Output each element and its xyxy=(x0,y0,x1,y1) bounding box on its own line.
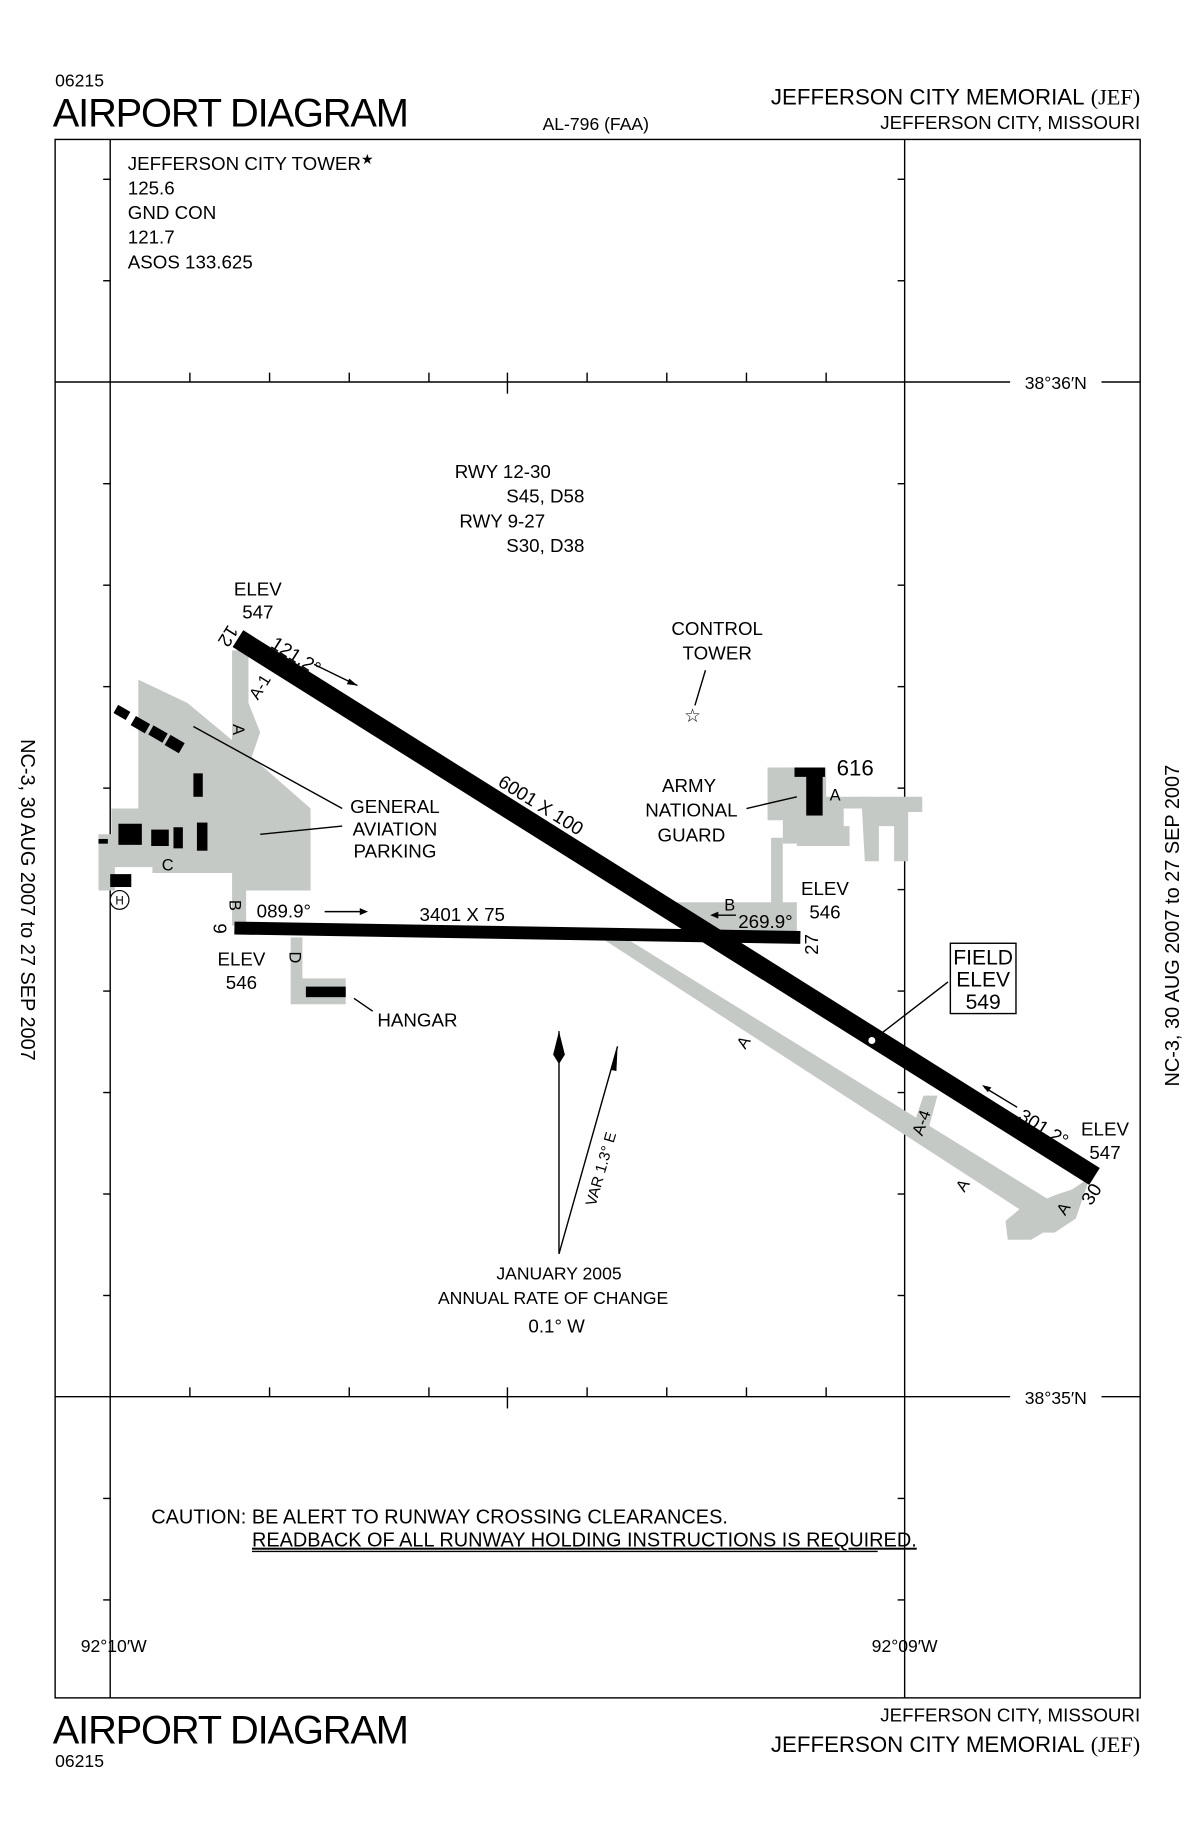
svg-text:S30, D38: S30, D38 xyxy=(506,535,584,556)
grid-ticks xyxy=(103,178,905,1601)
svg-text:H: H xyxy=(115,895,123,908)
svg-text:GUARD: GUARD xyxy=(658,824,726,845)
svg-text:ELEV: ELEV xyxy=(1081,1118,1129,1139)
chart-frame xyxy=(54,138,1141,1699)
svg-text:ELEV: ELEV xyxy=(217,949,265,970)
svg-text:AIRPORT DIAGRAM: AIRPORT DIAGRAM xyxy=(53,1709,408,1753)
svg-text:C: C xyxy=(162,857,174,875)
svg-text:0.1° W: 0.1° W xyxy=(528,1315,585,1336)
svg-text:549: 549 xyxy=(966,991,1001,1014)
svg-text:FIELD: FIELD xyxy=(953,946,1013,969)
svg-text:A: A xyxy=(953,1176,974,1195)
runway-strength: RWY 12-30 S45, D58 RWY 9-27 S30, D38 xyxy=(455,461,585,556)
svg-text:HANGAR: HANGAR xyxy=(377,1009,457,1030)
svg-text:JANUARY 2005: JANUARY 2005 xyxy=(496,1264,622,1284)
taxiways xyxy=(98,650,1090,1240)
control-tower-icon: ☆ xyxy=(684,705,701,726)
obstacle-height: 616 xyxy=(837,756,874,781)
caution-line-1: CAUTION: BE ALERT TO RUNWAY CROSSING CLE… xyxy=(151,1506,728,1528)
ga-apron xyxy=(111,679,311,926)
svg-text:S45, D58: S45, D58 xyxy=(506,486,584,507)
svg-text:B: B xyxy=(226,900,244,911)
svg-text:GENERAL: GENERAL xyxy=(350,796,440,817)
svg-text:269.9°: 269.9° xyxy=(738,911,792,932)
svg-text:089.9°: 089.9° xyxy=(257,900,311,921)
svg-text:NATIONAL: NATIONAL xyxy=(645,800,737,821)
svg-text:ARMY: ARMY xyxy=(662,775,717,796)
runway-12-30 xyxy=(232,630,1100,1185)
svg-text:06215: 06215 xyxy=(55,1751,104,1771)
lat-bottom-label: 38°35′N xyxy=(1025,1388,1087,1408)
city-state: JEFFERSON CITY, MISSOURI xyxy=(880,112,1140,133)
chart-number: 06215 xyxy=(55,71,104,91)
north-arrow-icon xyxy=(553,1031,619,1254)
field-elevation-box xyxy=(949,942,1017,1015)
svg-text:RWY 12-30: RWY 12-30 xyxy=(455,461,551,482)
svg-text:PARKING: PARKING xyxy=(353,841,436,862)
svg-text:JEFFERSON CITY MEMORIAL (JEF): JEFFERSON CITY MEMORIAL (JEF) xyxy=(771,1732,1140,1757)
tower-frequency: 125.6 xyxy=(128,178,175,199)
svg-text:546: 546 xyxy=(226,972,257,993)
ground-label: GND CON xyxy=(128,202,216,223)
svg-text:JEFFERSON CITY, MISSOURI: JEFFERSON CITY, MISSOURI xyxy=(880,1704,1140,1725)
taxiway-a4 xyxy=(910,1095,938,1139)
asos-frequency: ASOS 133.625 xyxy=(128,251,253,272)
caution-line-2: READBACK OF ALL RUNWAY HOLDING INSTRUCTI… xyxy=(252,1530,917,1552)
svg-text:546: 546 xyxy=(809,902,840,923)
runway-9-27 xyxy=(234,921,801,944)
magnetic-variation: VAR 1.3° E xyxy=(583,1130,620,1208)
margin-note-left: NC-3, 30 AUG 2007 to 27 SEP 2007 xyxy=(16,739,38,1061)
runway-9-27-dimensions: 3401 X 75 xyxy=(420,904,505,925)
svg-text:AVIATION: AVIATION xyxy=(353,818,438,839)
svg-text:A: A xyxy=(830,786,841,804)
ground-frequency: 121.7 xyxy=(128,227,175,248)
svg-text:ELEV: ELEV xyxy=(956,969,1010,992)
svg-text:D: D xyxy=(285,951,303,963)
svg-text:A: A xyxy=(229,724,247,735)
lon-right-label: 92°09′W xyxy=(872,1636,938,1656)
runway-9-label: 9 xyxy=(209,923,230,933)
airport-name: JEFFERSON CITY MEMORIAL (JEF) xyxy=(771,84,1140,109)
lon-left-label: 92°10′W xyxy=(81,1636,147,1656)
svg-text:ELEV: ELEV xyxy=(234,578,282,599)
svg-text:ELEV: ELEV xyxy=(801,878,849,899)
field-elevation-point xyxy=(868,1037,876,1045)
diagram-title: AIRPORT DIAGRAM xyxy=(53,92,408,136)
tower-label: JEFFERSON CITY TOWER★ xyxy=(128,151,374,174)
army-hangar xyxy=(794,767,825,777)
lat-top-label: 38°36′N xyxy=(1025,373,1087,393)
chart-id: AL-796 (FAA) xyxy=(543,114,649,134)
svg-text:A-1: A-1 xyxy=(246,672,275,703)
svg-text:ANNUAL RATE OF CHANGE: ANNUAL RATE OF CHANGE xyxy=(438,1288,668,1308)
heliport-icon xyxy=(109,889,130,910)
frequency-block: JEFFERSON CITY TOWER★ 125.6 GND CON 121.… xyxy=(128,151,374,272)
svg-text:TOWER: TOWER xyxy=(682,643,751,664)
runway-27-label: 27 xyxy=(801,934,822,955)
svg-text:CONTROL: CONTROL xyxy=(671,618,763,639)
svg-text:A: A xyxy=(733,1033,754,1052)
margin-note-right: NC-3, 30 AUG 2007 to 27 SEP 2007 xyxy=(1162,765,1184,1087)
svg-text:547: 547 xyxy=(1089,1142,1120,1163)
svg-text:RWY 9-27: RWY 9-27 xyxy=(459,510,545,531)
buildings xyxy=(98,704,825,998)
svg-text:B: B xyxy=(724,896,735,914)
svg-text:547: 547 xyxy=(242,602,273,623)
